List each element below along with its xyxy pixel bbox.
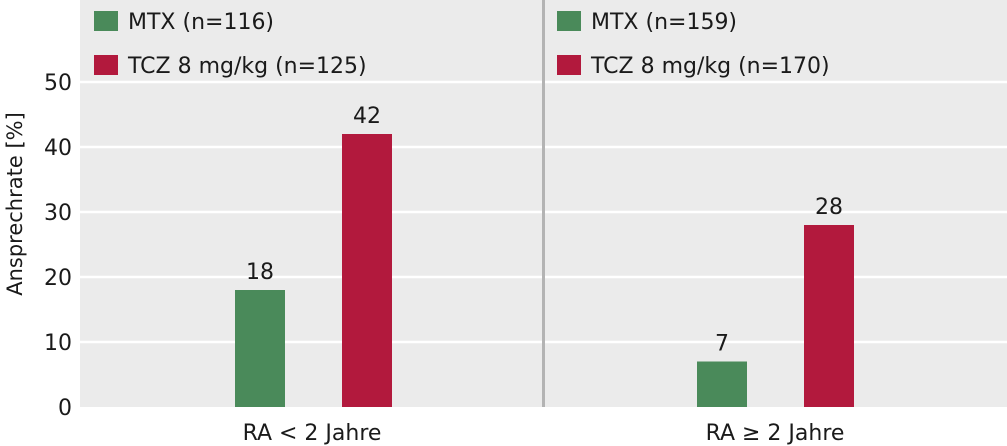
- legend-swatch: [557, 55, 581, 75]
- legend-label: MTX (n=159): [591, 10, 737, 35]
- x-category-label: RA ≥ 2 Jahre: [706, 421, 845, 446]
- bar-value-label: 7: [715, 332, 729, 357]
- legend: MTX (n=116) TCZ 8 mg/kg (n=125) MTX (n=159…: [94, 10, 830, 79]
- legend-label: TCZ 8 mg/kg (n=170): [590, 54, 830, 79]
- bar: [804, 225, 854, 407]
- y-tick-label: 50: [44, 71, 72, 96]
- y-axis: 0 10 20 30 40 50: [44, 71, 72, 421]
- legend-swatch: [557, 11, 581, 31]
- bar: [235, 290, 285, 407]
- bar: [342, 134, 392, 407]
- y-tick-label: 0: [58, 396, 72, 421]
- legend-label: TCZ 8 mg/kg (n=125): [127, 54, 367, 79]
- y-tick-label: 40: [44, 136, 72, 161]
- bar-value-label: 42: [353, 104, 381, 129]
- y-axis-title: Ansprechrate [%]: [3, 112, 27, 296]
- x-axis: RA < 2 Jahre RA ≥ 2 Jahre: [243, 421, 845, 446]
- bar: [697, 361, 747, 407]
- bar-value-label: 18: [246, 260, 274, 285]
- legend-swatch: [94, 11, 118, 31]
- legend-swatch: [94, 55, 118, 75]
- y-tick-label: 20: [44, 266, 72, 291]
- legend-label: MTX (n=116): [128, 10, 274, 35]
- y-tick-label: 10: [44, 331, 72, 356]
- x-category-label: RA < 2 Jahre: [243, 421, 382, 446]
- y-tick-label: 30: [44, 201, 72, 226]
- bar-value-label: 28: [815, 195, 843, 220]
- bars: 18 42 7 28: [235, 104, 854, 407]
